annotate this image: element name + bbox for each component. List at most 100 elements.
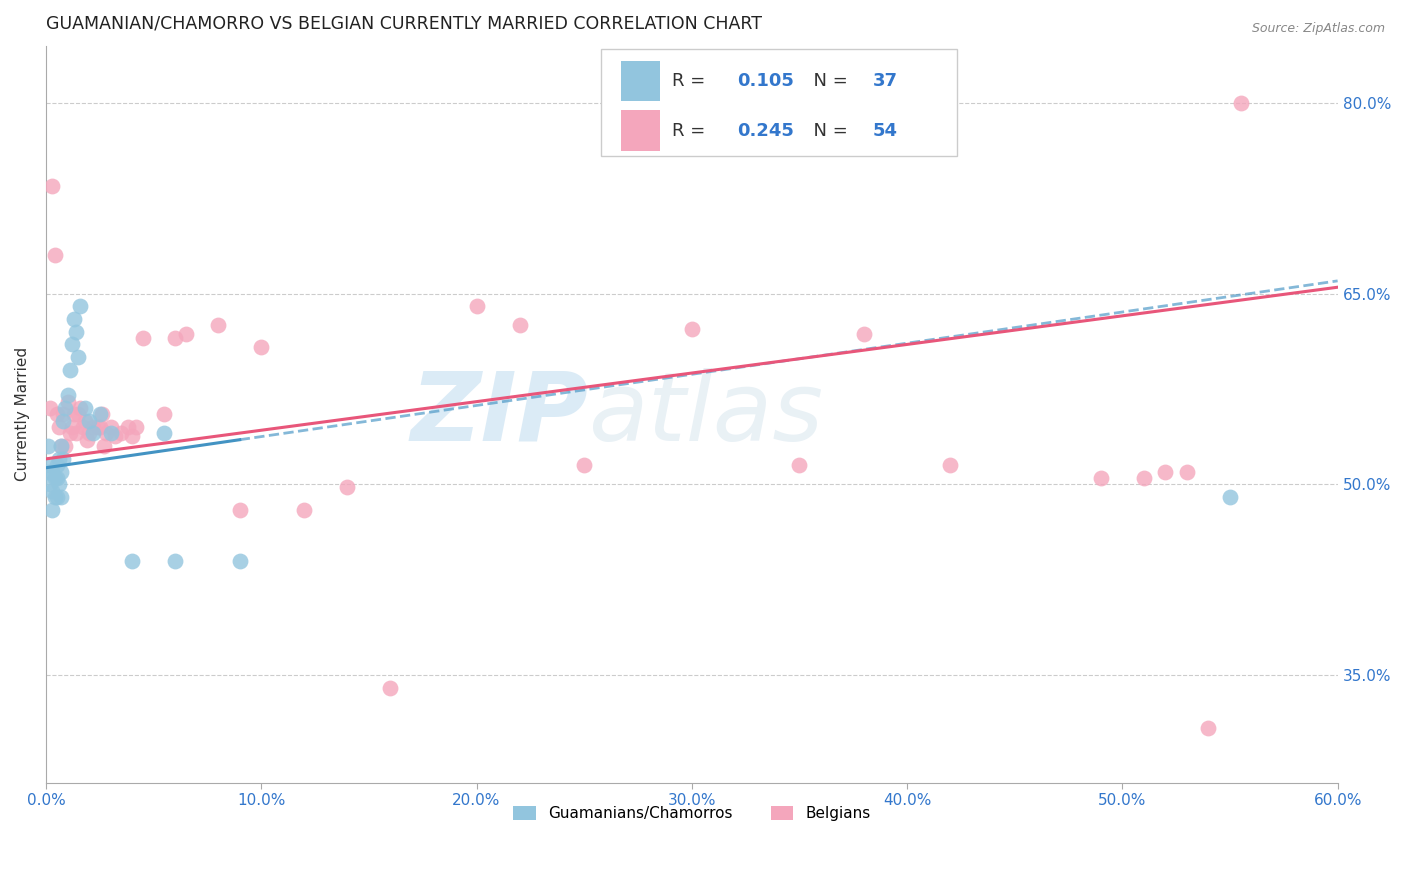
Point: [49, 439, 72, 453]
Point: [65, 325, 87, 339]
Point: [96, 426, 118, 441]
Text: 0.245: 0.245: [737, 121, 794, 140]
Point: [48, 420, 70, 434]
Point: [77, 426, 100, 441]
Point: [60, 337, 83, 351]
Text: N =: N =: [801, 121, 853, 140]
Point: [37, 465, 59, 479]
Point: [48, 451, 70, 466]
Point: [117, 420, 139, 434]
Point: [59, 363, 82, 377]
Point: [39, 458, 62, 473]
Text: R =: R =: [672, 121, 711, 140]
Point: [789, 458, 811, 473]
Text: ZIP: ZIP: [411, 368, 589, 461]
Point: [53, 439, 76, 453]
FancyBboxPatch shape: [621, 61, 659, 101]
Point: [44, 490, 66, 504]
Point: [53, 401, 76, 415]
Point: [37, 439, 59, 453]
FancyBboxPatch shape: [621, 111, 659, 151]
Point: [1175, 465, 1198, 479]
Point: [121, 553, 143, 567]
Point: [77, 414, 100, 428]
Point: [509, 318, 531, 333]
Point: [465, 299, 488, 313]
Point: [49, 439, 72, 453]
Point: [250, 340, 273, 354]
Text: N =: N =: [801, 72, 853, 90]
Point: [49, 465, 72, 479]
Point: [1229, 95, 1251, 110]
Point: [165, 553, 187, 567]
Point: [41, 483, 63, 498]
Point: [52, 408, 75, 422]
Point: [69, 401, 91, 415]
Point: [45, 490, 67, 504]
Text: Source: ZipAtlas.com: Source: ZipAtlas.com: [1251, 22, 1385, 36]
Point: [336, 480, 359, 494]
Point: [292, 502, 315, 516]
Point: [73, 401, 96, 415]
Point: [110, 426, 132, 441]
Point: [45, 458, 67, 473]
Text: GUAMANIAN/CHAMORRO VS BELGIAN CURRENTLY MARRIED CORRELATION CHART: GUAMANIAN/CHAMORRO VS BELGIAN CURRENTLY …: [46, 15, 762, 33]
Point: [59, 426, 82, 441]
Text: atlas: atlas: [589, 368, 824, 461]
Text: R =: R =: [672, 72, 711, 90]
Point: [228, 553, 250, 567]
Legend: Guamanians/Chamorros, Belgians: Guamanians/Chamorros, Belgians: [506, 800, 877, 827]
Text: 0.105: 0.105: [737, 72, 794, 90]
Point: [56, 394, 79, 409]
Point: [86, 420, 108, 434]
Point: [153, 426, 176, 441]
Point: [89, 420, 111, 434]
Point: [91, 408, 114, 422]
Point: [65, 426, 87, 441]
Point: [380, 681, 402, 695]
Point: [45, 471, 67, 485]
Point: [82, 426, 104, 441]
Point: [44, 248, 66, 262]
Point: [207, 318, 229, 333]
Point: [44, 471, 66, 485]
Point: [76, 433, 98, 447]
Point: [572, 458, 595, 473]
Point: [939, 458, 962, 473]
Point: [41, 465, 63, 479]
Point: [60, 420, 83, 434]
Point: [93, 439, 115, 453]
Point: [174, 327, 197, 342]
Point: [52, 451, 75, 466]
Point: [63, 312, 86, 326]
Point: [104, 429, 127, 443]
Point: [73, 414, 96, 428]
Point: [63, 408, 86, 422]
Point: [100, 426, 122, 441]
Point: [67, 350, 90, 364]
Point: [82, 420, 104, 434]
Point: [681, 322, 703, 336]
Point: [41, 178, 63, 193]
Point: [1219, 490, 1241, 504]
Point: [45, 408, 67, 422]
Point: [39, 477, 62, 491]
Point: [132, 331, 155, 345]
Point: [48, 477, 70, 491]
Point: [1090, 471, 1112, 485]
Point: [853, 327, 876, 342]
Point: [49, 490, 72, 504]
Point: [39, 401, 62, 415]
Point: [121, 429, 143, 443]
Y-axis label: Currently Married: Currently Married: [15, 347, 30, 482]
Point: [1133, 471, 1156, 485]
Point: [165, 331, 187, 345]
Point: [56, 388, 79, 402]
Point: [100, 420, 122, 434]
Point: [125, 420, 148, 434]
FancyBboxPatch shape: [602, 49, 956, 156]
Text: 54: 54: [873, 121, 897, 140]
Point: [41, 502, 63, 516]
Point: [1198, 722, 1220, 736]
Point: [89, 408, 111, 422]
